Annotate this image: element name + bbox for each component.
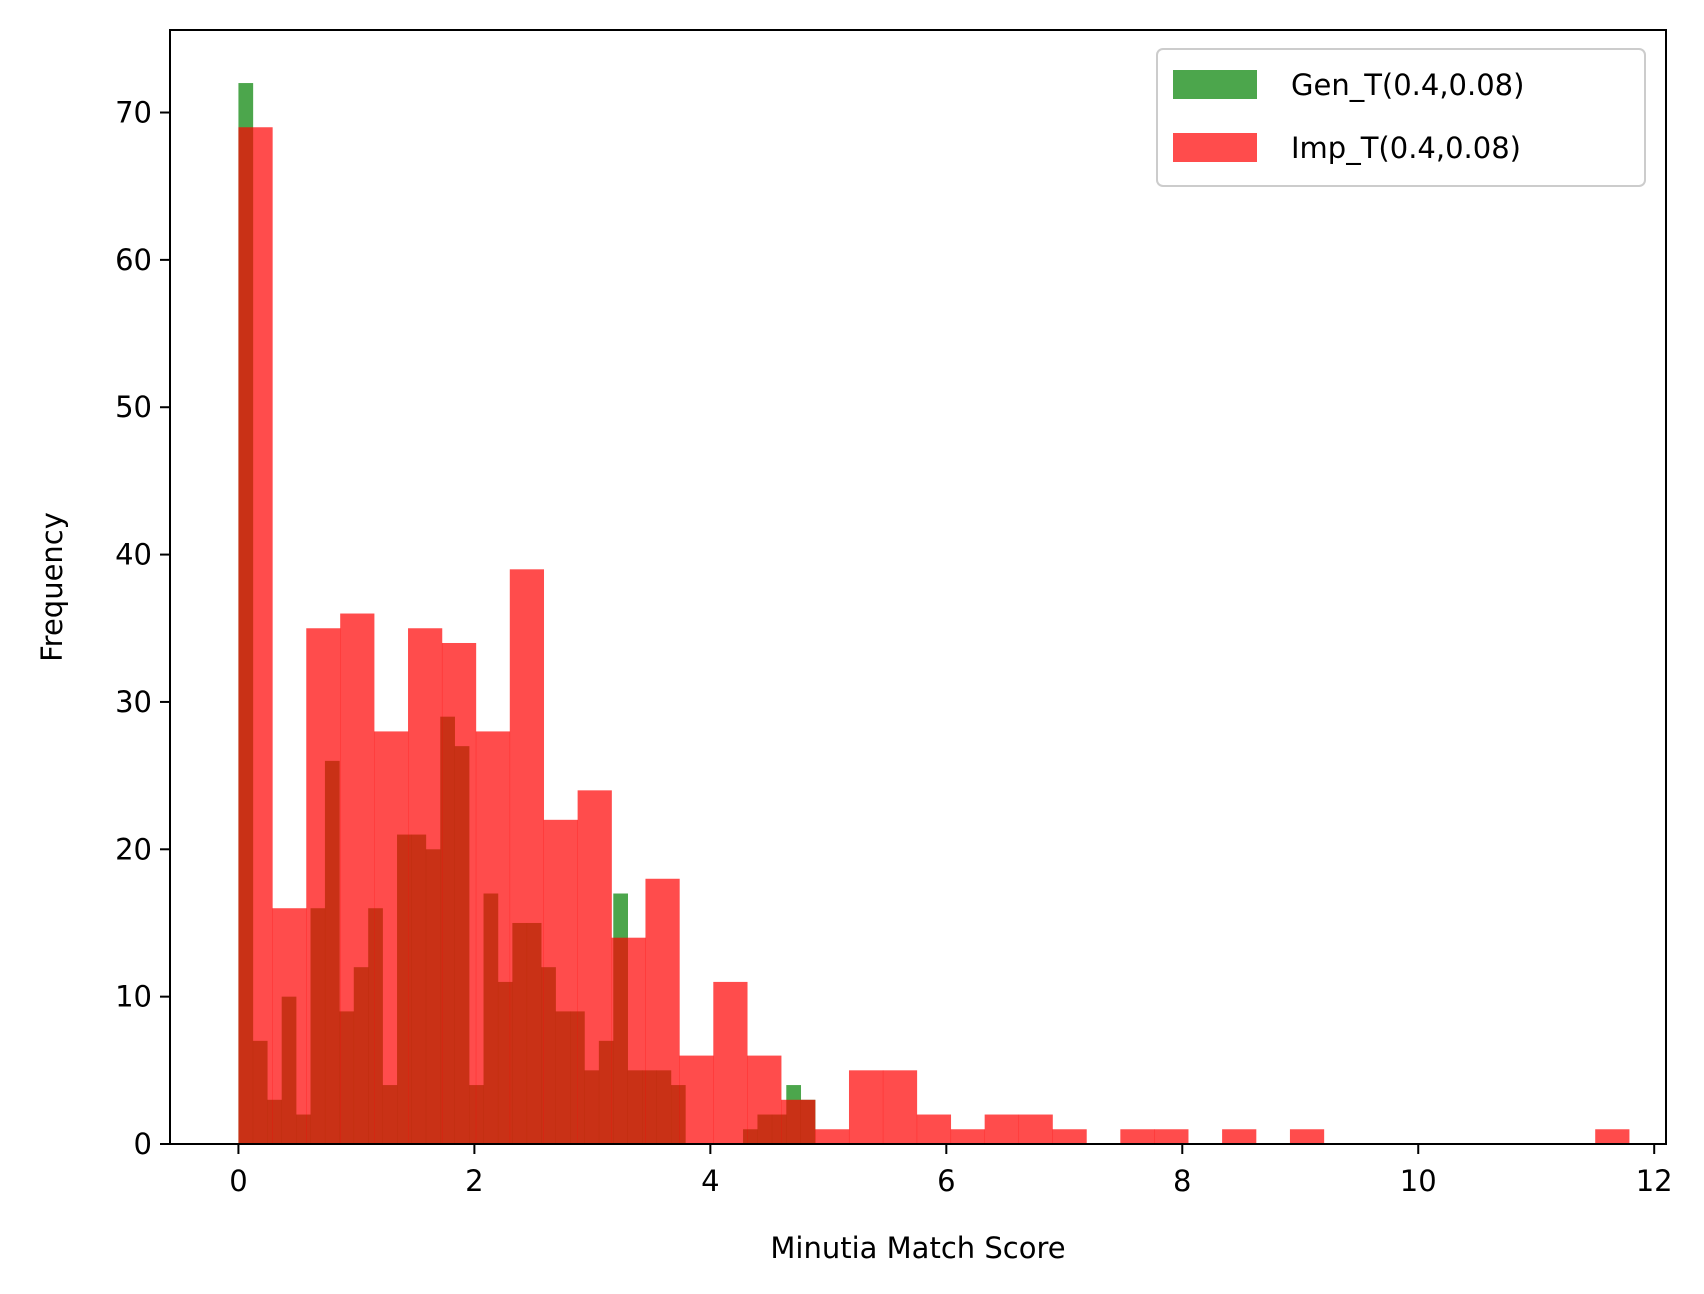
y-tick-label: 0 <box>134 1127 152 1161</box>
histogram-bar <box>238 127 273 1144</box>
histogram-bar <box>713 981 748 1144</box>
x-tick-label: 4 <box>701 1164 719 1198</box>
histogram-bar <box>1222 1129 1257 1144</box>
series-1-bars <box>238 127 1630 1144</box>
legend-label: Gen_T(0.4,0.08) <box>1291 68 1524 102</box>
y-tick-label: 70 <box>115 96 152 130</box>
legend-swatch <box>1173 133 1257 162</box>
y-tick-label: 40 <box>115 538 152 572</box>
y-tick-label: 50 <box>115 390 152 424</box>
histogram-bar <box>543 819 578 1144</box>
legend-swatch <box>1173 70 1257 99</box>
histogram-bar <box>916 1114 952 1144</box>
y-axis-label: Frequency <box>35 512 69 662</box>
tick-layer: 0 2 4 6 8 10 12 0 10 20 30 40 50 60 70 <box>115 96 1673 1198</box>
histogram-bar <box>848 1070 884 1144</box>
y-tick-label: 10 <box>115 980 152 1014</box>
histogram-bar <box>374 731 409 1144</box>
histogram-bar <box>441 642 477 1144</box>
x-tick-label: 8 <box>1173 1164 1191 1198</box>
histogram-bar <box>1289 1129 1325 1144</box>
histogram-bar <box>611 937 646 1144</box>
histogram-bar <box>645 878 680 1144</box>
x-tick-label: 12 <box>1636 1164 1673 1198</box>
x-tick-label: 0 <box>229 1164 247 1198</box>
histogram-bar <box>509 569 545 1144</box>
legend-box <box>1156 48 1646 187</box>
histogram-bar <box>475 731 511 1144</box>
histogram-bar <box>306 628 341 1144</box>
histogram-bar <box>679 1055 714 1144</box>
x-tick-label: 10 <box>1400 1164 1437 1198</box>
histogram-bar <box>1595 1129 1630 1144</box>
bar-layer <box>238 83 1630 1144</box>
y-tick-label: 60 <box>115 243 152 277</box>
legend-label: Imp_T(0.4,0.08) <box>1291 131 1521 165</box>
x-tick-label: 6 <box>937 1164 955 1198</box>
histogram-bar <box>1120 1129 1155 1144</box>
x-tick-label: 2 <box>465 1164 483 1198</box>
y-tick-label: 20 <box>115 832 152 866</box>
histogram-bar <box>340 613 375 1144</box>
histogram-bar <box>577 790 612 1144</box>
legend: Gen_T(0.4,0.08) Imp_T(0.4,0.08) <box>1156 48 1646 187</box>
histogram-bar <box>1154 1129 1189 1144</box>
histogram-bar <box>747 1055 782 1144</box>
histogram-bar <box>272 908 307 1144</box>
histogram-bar <box>815 1129 850 1144</box>
histogram-bar <box>408 628 443 1144</box>
x-axis-label: Minutia Match Score <box>770 1231 1065 1265</box>
y-tick-label: 30 <box>115 685 152 719</box>
plot-frame <box>169 29 1667 1145</box>
histogram-bar <box>882 1070 918 1144</box>
histogram-bar <box>984 1114 1019 1144</box>
histogram-bar <box>781 1099 816 1144</box>
histogram-bar <box>1018 1114 1053 1144</box>
histogram-bar <box>950 1129 985 1144</box>
histogram-bar <box>1052 1129 1087 1144</box>
